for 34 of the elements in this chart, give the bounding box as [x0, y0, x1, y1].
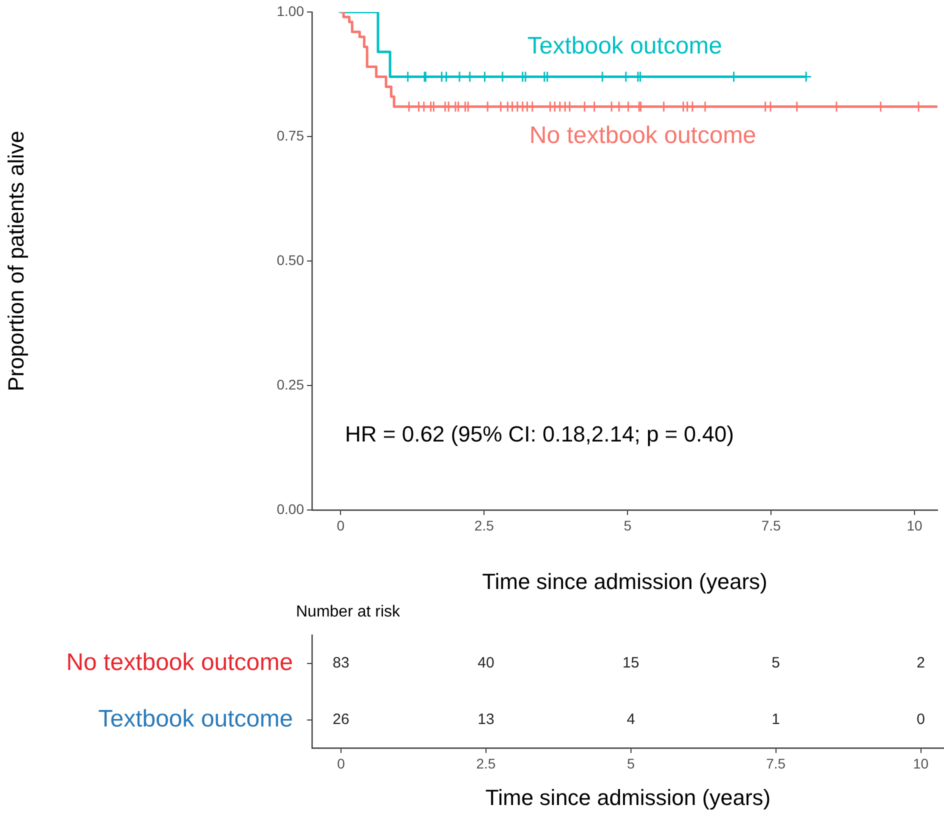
x-tick-label: 10 [913, 755, 929, 772]
data-label: 0 [916, 710, 925, 728]
x-tick-label: 2.5 [474, 517, 494, 534]
x-tick-label: 7.5 [766, 755, 786, 772]
annotation: HR = 0.62 (95% CI: 0.18,2.14; p = 0.40) [345, 421, 734, 446]
x-tick-label: 2.5 [476, 755, 496, 772]
x-tick-label: 5 [624, 517, 632, 534]
x-tick-label: 5 [627, 755, 635, 772]
x-tick-label: 0 [337, 755, 346, 772]
data-label: 4 [626, 710, 636, 728]
y-axis-title: Proportion of patients alive [3, 130, 28, 392]
y-tick-label: 0.75 [276, 127, 304, 144]
x-axis-title: Time since admission (years) [485, 784, 771, 810]
x-tick-label: 7.5 [761, 517, 782, 534]
y-tick-label: 0.25 [276, 376, 304, 392]
chart-title: Number at risk [296, 603, 402, 620]
y-tick-label: No textbook outcome [66, 648, 293, 676]
data-label: 26 [332, 710, 350, 728]
data-label: 83 [332, 654, 350, 672]
series-label: No textbook outcome [529, 122, 756, 150]
y-tick-label: 0.00 [276, 500, 304, 517]
series-label: Textbook outcome [527, 32, 722, 60]
x-tick-label: 10 [906, 517, 923, 534]
y-tick-label: 0.50 [276, 252, 304, 268]
y-tick-label: Textbook outcome [98, 705, 293, 732]
data-label: 40 [478, 654, 494, 672]
data-label: 13 [478, 710, 494, 728]
x-axis-title: Time since admission (years) [482, 568, 768, 594]
data-label: 2 [916, 654, 925, 672]
y-tick-label: 1.00 [276, 2, 304, 19]
data-label: 15 [622, 654, 640, 672]
data-label: 5 [772, 654, 780, 672]
x-tick-label: 0 [336, 517, 345, 534]
data-label: 1 [772, 710, 780, 728]
